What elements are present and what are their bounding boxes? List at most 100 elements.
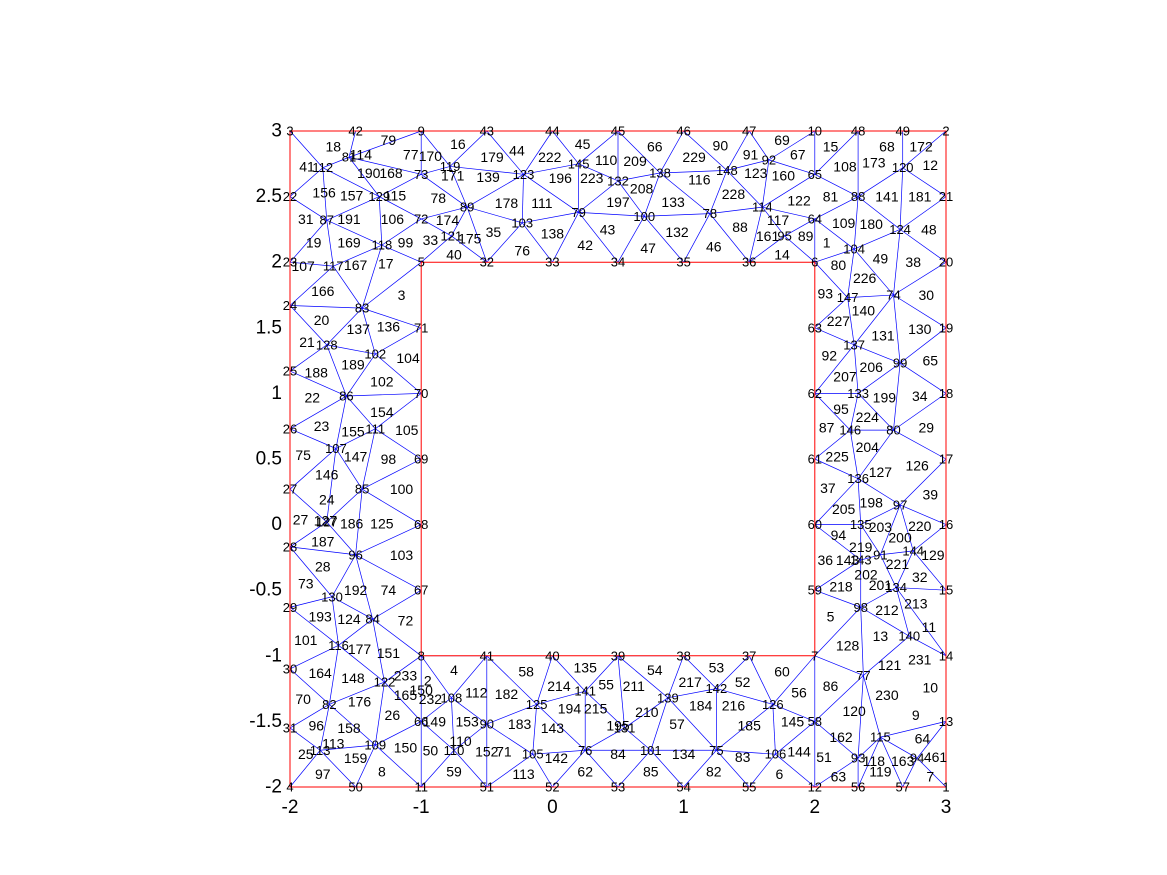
mesh-edge (709, 170, 728, 214)
x-tick-label: 1 (678, 797, 689, 818)
mesh-edge (895, 587, 910, 637)
mesh-edge (346, 393, 422, 397)
element-label: 182 (495, 686, 519, 702)
element-label: 62 (577, 763, 593, 779)
mesh-edge (326, 307, 363, 346)
element-label: 231 (908, 652, 932, 668)
mesh-edge (289, 546, 356, 556)
mesh-edge (893, 294, 947, 329)
mesh-edge (451, 206, 468, 237)
element-label: 37 (820, 480, 836, 496)
element-label: 64 (915, 730, 931, 746)
mesh-edge (857, 478, 901, 506)
element-label: 117 (767, 212, 790, 228)
mesh-edge (536, 690, 586, 705)
mesh-edge (860, 504, 901, 525)
node-label: 120 (892, 160, 914, 175)
node-label: 90 (480, 717, 494, 732)
element-label: 15 (823, 139, 839, 155)
node-label: 67 (414, 583, 428, 598)
element-label: 82 (706, 763, 722, 779)
mesh-edge (532, 754, 553, 788)
element-label: 219 (849, 539, 873, 555)
element-label: 110 (595, 152, 618, 168)
element-label: 2 (424, 673, 432, 689)
element-label: 21 (299, 334, 315, 350)
element-label: 162 (829, 729, 853, 745)
element-label: 100 (390, 481, 414, 497)
mesh-edge (847, 294, 894, 298)
element-label: 29 (919, 420, 935, 436)
mesh-edge (683, 130, 728, 171)
node-label: 145 (568, 156, 590, 171)
element-label: 143 (541, 720, 565, 736)
node-label: 71 (414, 320, 428, 335)
node-label: 11 (414, 780, 428, 795)
element-label: 220 (908, 518, 932, 534)
element-label: 78 (430, 190, 446, 206)
mesh-edge (849, 393, 859, 431)
mesh-edge (667, 688, 717, 699)
mesh-edge (326, 219, 382, 246)
element-label: 116 (688, 172, 711, 188)
mesh-edge (814, 196, 859, 220)
element-label: 207 (833, 368, 857, 384)
node-label: 95 (777, 228, 791, 243)
element-label: 165 (394, 687, 418, 703)
element-label: 224 (856, 409, 880, 425)
mesh-edge (854, 229, 901, 250)
mesh-edge (420, 655, 452, 698)
mesh-edge (814, 344, 855, 394)
node-label: 112 (312, 160, 333, 175)
element-label: 39 (922, 486, 938, 502)
y-tick-label: 3 (271, 121, 282, 142)
mesh-edge (375, 744, 422, 788)
element-label: 188 (305, 364, 329, 380)
element-label: 36 (818, 552, 834, 568)
mesh-edge (617, 130, 661, 174)
mesh-edge (893, 261, 947, 296)
element-label: 129 (921, 547, 945, 563)
mesh-edge (584, 750, 619, 788)
mesh-edge (289, 130, 324, 168)
mesh-edge (355, 489, 363, 555)
element-label: 8 (378, 763, 386, 779)
mesh-edge (772, 655, 816, 705)
mesh-edge (585, 727, 625, 751)
element-label: 86 (823, 678, 839, 694)
y-tick-label: 0 (271, 514, 282, 535)
node-label: 26 (283, 421, 297, 436)
element-label: 99 (398, 235, 414, 251)
node-label: 122 (374, 675, 396, 690)
node-label: 139 (657, 690, 679, 705)
node-label: 101 (640, 743, 662, 758)
mesh-edge (726, 159, 769, 171)
node-label: 131 (614, 720, 636, 735)
element-label: 209 (623, 153, 647, 169)
mesh-edge (451, 697, 488, 725)
element-label: 191 (337, 211, 361, 227)
element-label: 130 (908, 321, 932, 337)
element-label: 51 (816, 749, 832, 765)
mesh-edge (319, 704, 330, 751)
mesh-edge (331, 554, 356, 597)
x-tick-label: -2 (282, 797, 299, 818)
mesh-edge (451, 697, 455, 751)
node-label: 25 (283, 364, 297, 379)
mesh-edge (814, 429, 851, 460)
element-label: 169 (337, 235, 361, 251)
mesh-edge (659, 172, 711, 214)
mesh-edge (348, 130, 422, 158)
node-label: 138 (649, 165, 671, 180)
mesh-edge (372, 589, 422, 620)
mesh-edge (329, 704, 376, 746)
mesh-edge (521, 174, 524, 223)
mesh-edge (895, 550, 914, 588)
node-label: 14 (939, 648, 953, 663)
node-label: 119 (440, 159, 461, 174)
y-tick-label: -1.5 (249, 711, 282, 732)
element-label: 69 (774, 132, 790, 148)
mesh-edge (709, 206, 763, 215)
mesh-edge (322, 167, 380, 197)
node-label: 69 (414, 452, 428, 467)
